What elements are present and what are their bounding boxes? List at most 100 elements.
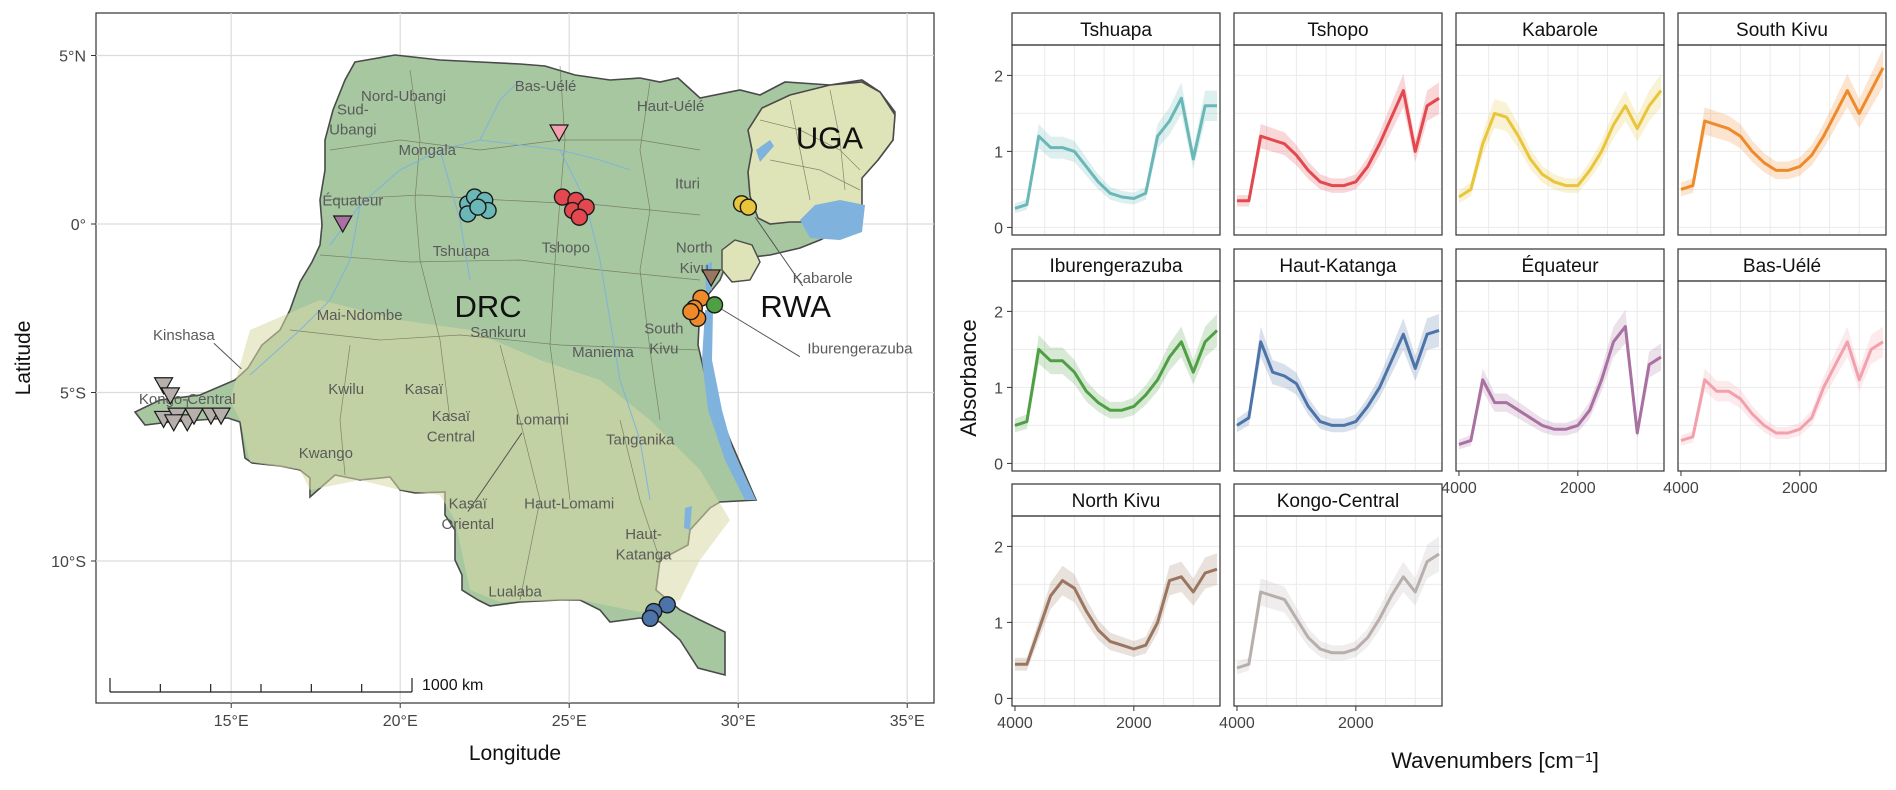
panel-plot-area bbox=[1678, 45, 1886, 235]
panel-border bbox=[1011, 280, 1221, 472]
sample-site-marker bbox=[641, 609, 660, 627]
panel-strip bbox=[1455, 12, 1665, 46]
callout-leader bbox=[714, 304, 801, 358]
map-x-tick-label: 25°E bbox=[552, 713, 587, 730]
province-label: South bbox=[644, 320, 683, 337]
province-label: Central bbox=[427, 428, 475, 445]
map-y-tick-label: 5°N bbox=[59, 49, 86, 66]
panel-strip bbox=[1011, 483, 1221, 517]
country-label: DRC bbox=[454, 289, 521, 324]
spectrum-panel: Bas-Uélé 4000 2000 bbox=[1663, 248, 1887, 497]
province-label: Haut-Lomami bbox=[524, 496, 614, 513]
province-label: Sud- bbox=[337, 101, 369, 118]
province-label: Bas-Uélé bbox=[515, 78, 577, 95]
panel-plot-area bbox=[1456, 45, 1664, 235]
chart-y-axis-title: Absorbance bbox=[956, 319, 981, 436]
spectrum-band bbox=[1680, 326, 1884, 446]
sample-site-marker bbox=[160, 387, 181, 406]
panel-border bbox=[1011, 44, 1221, 236]
panel-title: Iburengerazuba bbox=[1049, 256, 1183, 277]
province-label: Tshopo bbox=[542, 240, 590, 257]
callout-label: Kinshasa bbox=[153, 327, 215, 344]
panel-plot-area bbox=[1456, 281, 1664, 471]
spectrum-mean-line bbox=[1458, 325, 1662, 446]
callout-label: Kongo-Central bbox=[139, 391, 236, 408]
panel-y-tick-label: 2 bbox=[994, 68, 1003, 85]
callout-label: Kasaï bbox=[449, 496, 488, 513]
sample-site-marker bbox=[570, 208, 589, 226]
spectrum-panel: Équateur 4000 2000 bbox=[1441, 248, 1665, 497]
province-label: Maniema bbox=[572, 344, 634, 361]
panel-strip bbox=[1233, 12, 1443, 46]
province-label: Nord-Ubangi bbox=[361, 88, 446, 105]
sample-site-marker bbox=[153, 377, 174, 395]
panel-plot-area bbox=[1012, 45, 1220, 235]
province-label: Lualaba bbox=[488, 583, 542, 600]
panel-plot-area bbox=[1012, 281, 1220, 471]
panel-border bbox=[1677, 280, 1887, 472]
province-label: Équateur bbox=[322, 192, 383, 209]
spectrum-panel: North Kivu 0 1 2 4000 2000 bbox=[994, 483, 1221, 732]
spectrum-mean-line bbox=[1680, 67, 1885, 191]
panel-x-tick-label: 2000 bbox=[1338, 715, 1374, 732]
spectrum-band bbox=[1236, 536, 1440, 675]
spectrum-band bbox=[1680, 48, 1884, 197]
panel-x-tick-label: 2000 bbox=[1560, 480, 1596, 497]
province-label: Kwango bbox=[299, 445, 353, 462]
panel-border bbox=[1455, 44, 1665, 236]
panel-title: Tshopo bbox=[1307, 20, 1368, 41]
province-label: Ituri bbox=[675, 176, 700, 193]
panel-y-tick-label: 1 bbox=[994, 380, 1003, 397]
province-label: Mai-Ndombe bbox=[317, 307, 403, 324]
province-label: Kasaï bbox=[432, 408, 471, 425]
province-label: Kwilu bbox=[328, 381, 364, 398]
spectrum-band bbox=[1014, 82, 1218, 214]
panel-x-tick-label: 4000 bbox=[1663, 480, 1699, 497]
panel-x-tick-label: 2000 bbox=[1782, 480, 1818, 497]
panel-x-tick-label: 4000 bbox=[997, 715, 1033, 732]
province-label: Sankuru bbox=[470, 324, 526, 341]
spectrum-band bbox=[1014, 314, 1218, 433]
sample-site-marker bbox=[549, 124, 570, 143]
panel-border bbox=[1233, 280, 1443, 472]
province-label: Ubangi bbox=[329, 122, 377, 139]
map-x-tick-label: 20°E bbox=[383, 713, 418, 730]
map-x-tick-label: 35°E bbox=[890, 713, 925, 730]
panel-border bbox=[1455, 280, 1665, 472]
panel-title: North Kivu bbox=[1072, 491, 1161, 512]
map-x-axis-title: Longitude bbox=[469, 742, 561, 765]
province-label: Tanganika bbox=[606, 432, 675, 449]
panel-y-tick-label: 0 bbox=[994, 456, 1003, 473]
callout-leader bbox=[754, 216, 804, 287]
spectrum-panel: Kongo-Central 4000 2000 bbox=[1219, 483, 1443, 732]
callout-leader bbox=[213, 342, 242, 370]
chart-x-axis-title: Wavenumbers [cm⁻¹] bbox=[1391, 748, 1599, 773]
spectrum-panel: Iburengerazuba 0 1 2 bbox=[994, 248, 1221, 473]
spectrum-panel: South Kivu bbox=[1677, 12, 1887, 236]
panel-y-tick-label: 1 bbox=[994, 144, 1003, 161]
province-label: Mongala bbox=[398, 142, 456, 159]
panel-title: Tshuapa bbox=[1080, 20, 1152, 41]
panel-y-tick-label: 1 bbox=[994, 615, 1003, 632]
spectrum-mean-line bbox=[1236, 328, 1440, 427]
province-label: Haut-Uélé bbox=[637, 98, 705, 115]
map-x-tick-label: 30°E bbox=[721, 713, 756, 730]
rwanda-shape bbox=[721, 239, 761, 283]
lake-victoria bbox=[800, 200, 865, 240]
province-label: Katanga bbox=[616, 546, 673, 563]
panel-x-tick-label: 4000 bbox=[1441, 480, 1477, 497]
province-label: Kasaï bbox=[405, 381, 444, 398]
sample-site-marker bbox=[211, 407, 232, 426]
province-label: Haut- bbox=[625, 526, 662, 543]
panel-plot-area bbox=[1678, 281, 1886, 471]
panel-y-tick-label: 0 bbox=[994, 691, 1003, 708]
sample-site-marker bbox=[332, 215, 353, 234]
panel-strip bbox=[1677, 248, 1887, 282]
country-label: RWA bbox=[760, 289, 831, 324]
callout-label: Oriental bbox=[442, 516, 495, 533]
spectrum-mean-line bbox=[1236, 552, 1440, 670]
panel-title: Kabarole bbox=[1522, 20, 1598, 41]
panel-y-tick-label: 0 bbox=[994, 220, 1003, 237]
panel-y-tick-label: 2 bbox=[994, 304, 1003, 321]
panel-title: Bas-Uélé bbox=[1743, 256, 1821, 277]
